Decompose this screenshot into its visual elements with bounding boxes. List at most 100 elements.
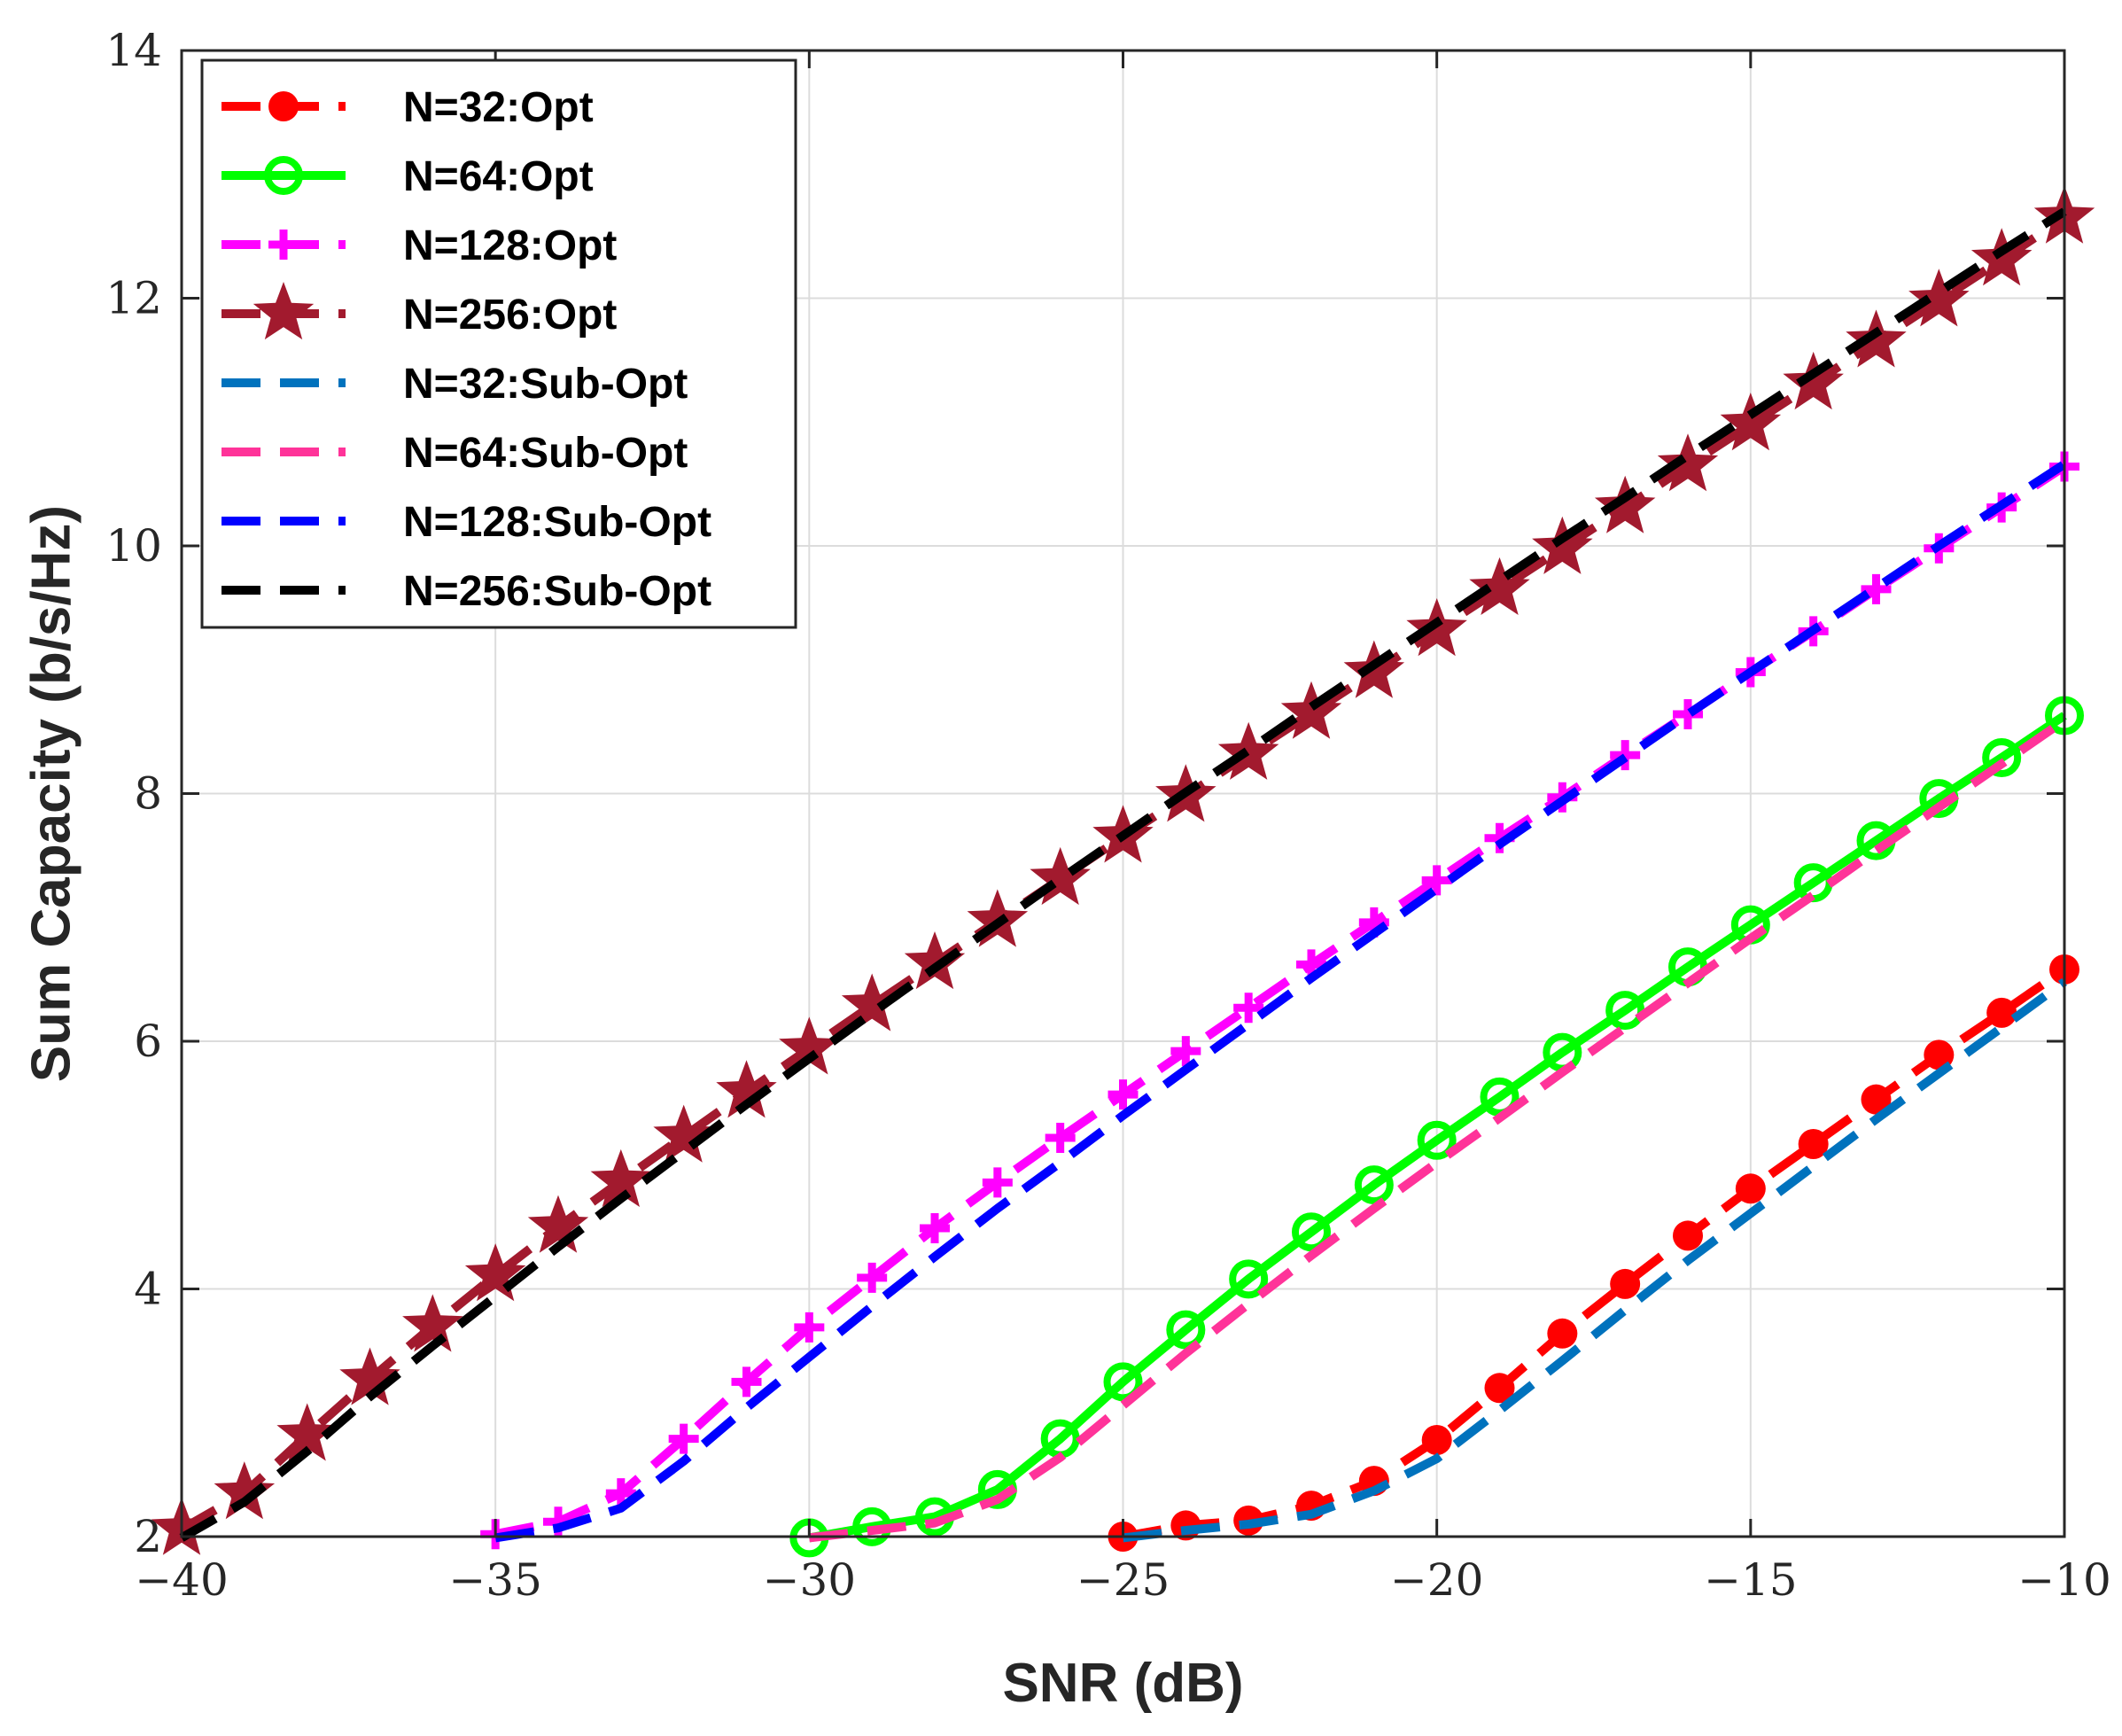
legend-box — [200, 58, 797, 629]
data-point — [1030, 846, 1091, 906]
data-point — [982, 1167, 1013, 1198]
series-line — [179, 207, 2067, 1542]
y-tick-label: 10 — [105, 520, 162, 572]
y-tick-label: 12 — [105, 273, 162, 324]
legend-entry-n-32-sub-opt: N=32:Sub-Opt — [222, 361, 688, 408]
data-point — [668, 1423, 699, 1454]
data-point — [779, 1016, 840, 1075]
legend-entry-n-256-opt: N=256:Opt — [222, 282, 617, 340]
legend-label: N=128:Opt — [403, 222, 617, 269]
data-point — [1924, 1039, 1955, 1070]
legend-label: N=256:Opt — [403, 292, 617, 339]
data-point — [1861, 573, 1892, 604]
data-point — [1421, 865, 1452, 896]
legend-marker — [268, 91, 299, 121]
data-point — [1735, 1173, 1766, 1204]
x-tick-label: −10 — [2017, 1554, 2111, 1606]
x-tick-label: −35 — [448, 1554, 542, 1606]
series-n-256-sub-opt — [179, 207, 2067, 1542]
data-point — [339, 1347, 400, 1405]
data-point — [276, 1403, 338, 1461]
y-tick-label: 2 — [134, 1511, 162, 1562]
data-point — [1484, 1373, 1515, 1404]
legend-entry-n-64-sub-opt: N=64:Sub-Opt — [222, 430, 688, 477]
series-line — [494, 460, 2067, 1543]
legend-entry-n-256-sub-opt: N=256:Sub-Opt — [222, 568, 711, 615]
data-point — [904, 931, 966, 990]
data-point — [841, 973, 903, 1031]
data-point — [1045, 1123, 1076, 1154]
data-point — [1280, 681, 1342, 739]
data-point — [1233, 993, 1264, 1024]
data-point — [794, 1312, 825, 1343]
data-point — [1103, 1362, 1143, 1402]
data-point — [1170, 1036, 1201, 1067]
data-point — [1421, 1424, 1452, 1455]
data-point — [1594, 475, 1656, 533]
legend-entry-n-64-opt: N=64:Opt — [222, 153, 594, 200]
data-point — [1673, 1220, 1703, 1251]
series-line — [1122, 965, 2067, 1541]
x-tick-label: −20 — [1390, 1554, 1484, 1606]
data-point — [590, 1148, 652, 1207]
x-tick-label: −40 — [135, 1554, 229, 1606]
series-line — [1122, 977, 2067, 1543]
data-point — [1605, 991, 1645, 1031]
data-point — [920, 1213, 950, 1244]
data-point — [857, 1262, 888, 1293]
data-point — [1846, 309, 1907, 368]
data-point — [527, 1195, 589, 1253]
data-point — [731, 1366, 762, 1397]
data-point — [464, 1243, 526, 1302]
axis-ticks: −40 −35 −30 −25 −20 −15 −10 2 4 6 8 10 12 14 — [105, 25, 2110, 1606]
y-axis-title: Sum Capacity (b/s/Hz) — [20, 505, 82, 1082]
legend-label: N=256:Sub-Opt — [403, 568, 711, 615]
series-n-32-sub-opt — [1122, 977, 2067, 1543]
data-point — [1657, 433, 1719, 492]
y-tick-label: 8 — [134, 768, 162, 820]
data-point — [1469, 557, 1530, 615]
data-point — [1547, 1318, 1578, 1349]
legend-label: N=64:Opt — [403, 153, 594, 200]
legend-label: N=32:Opt — [403, 84, 594, 131]
data-point — [1720, 393, 1782, 451]
data-point — [1417, 1120, 1457, 1160]
data-point — [1354, 1165, 1394, 1205]
series-line — [808, 712, 2067, 1543]
x-tick-label: −30 — [763, 1554, 857, 1606]
y-tick-label: 6 — [134, 1016, 162, 1067]
data-point — [1229, 1259, 1269, 1299]
legend-entry-n-128-opt: N=128:Opt — [222, 222, 617, 269]
data-point — [402, 1294, 463, 1352]
data-point — [214, 1461, 276, 1520]
data-point — [1532, 516, 1593, 574]
x-tick-label: −15 — [1704, 1554, 1798, 1606]
data-point — [1970, 228, 2033, 286]
series-n-32-opt — [1108, 954, 2079, 1552]
legend-marker — [264, 156, 303, 195]
series-n-64-sub-opt — [808, 716, 2067, 1543]
data-point — [1673, 699, 1703, 730]
data-point — [1217, 721, 1279, 780]
x-axis-title: SNR (dB) — [1002, 1653, 1243, 1714]
data-point — [1982, 737, 2022, 777]
legend-entry-n-128-sub-opt: N=128:Sub-Opt — [222, 499, 711, 546]
data-point — [1610, 740, 1641, 771]
x-tick-label: −25 — [1077, 1554, 1170, 1606]
data-point — [1292, 1212, 1331, 1252]
data-point — [1610, 1268, 1641, 1299]
series-n-128-sub-opt — [494, 460, 2067, 1543]
legend-label: N=128:Sub-Opt — [403, 499, 711, 546]
y-tick-label: 14 — [105, 25, 162, 76]
data-point — [1108, 1079, 1139, 1110]
data-point — [653, 1104, 714, 1163]
plot-series — [151, 185, 2095, 1558]
data-point — [1798, 1128, 1829, 1159]
data-point — [1166, 1310, 1206, 1350]
legend-entry-n-32-opt: N=32:Opt — [222, 84, 594, 131]
data-point — [1986, 997, 2017, 1028]
legend-label: N=64:Sub-Opt — [403, 430, 688, 477]
y-tick-label: 4 — [134, 1264, 162, 1315]
data-point — [1783, 351, 1844, 410]
